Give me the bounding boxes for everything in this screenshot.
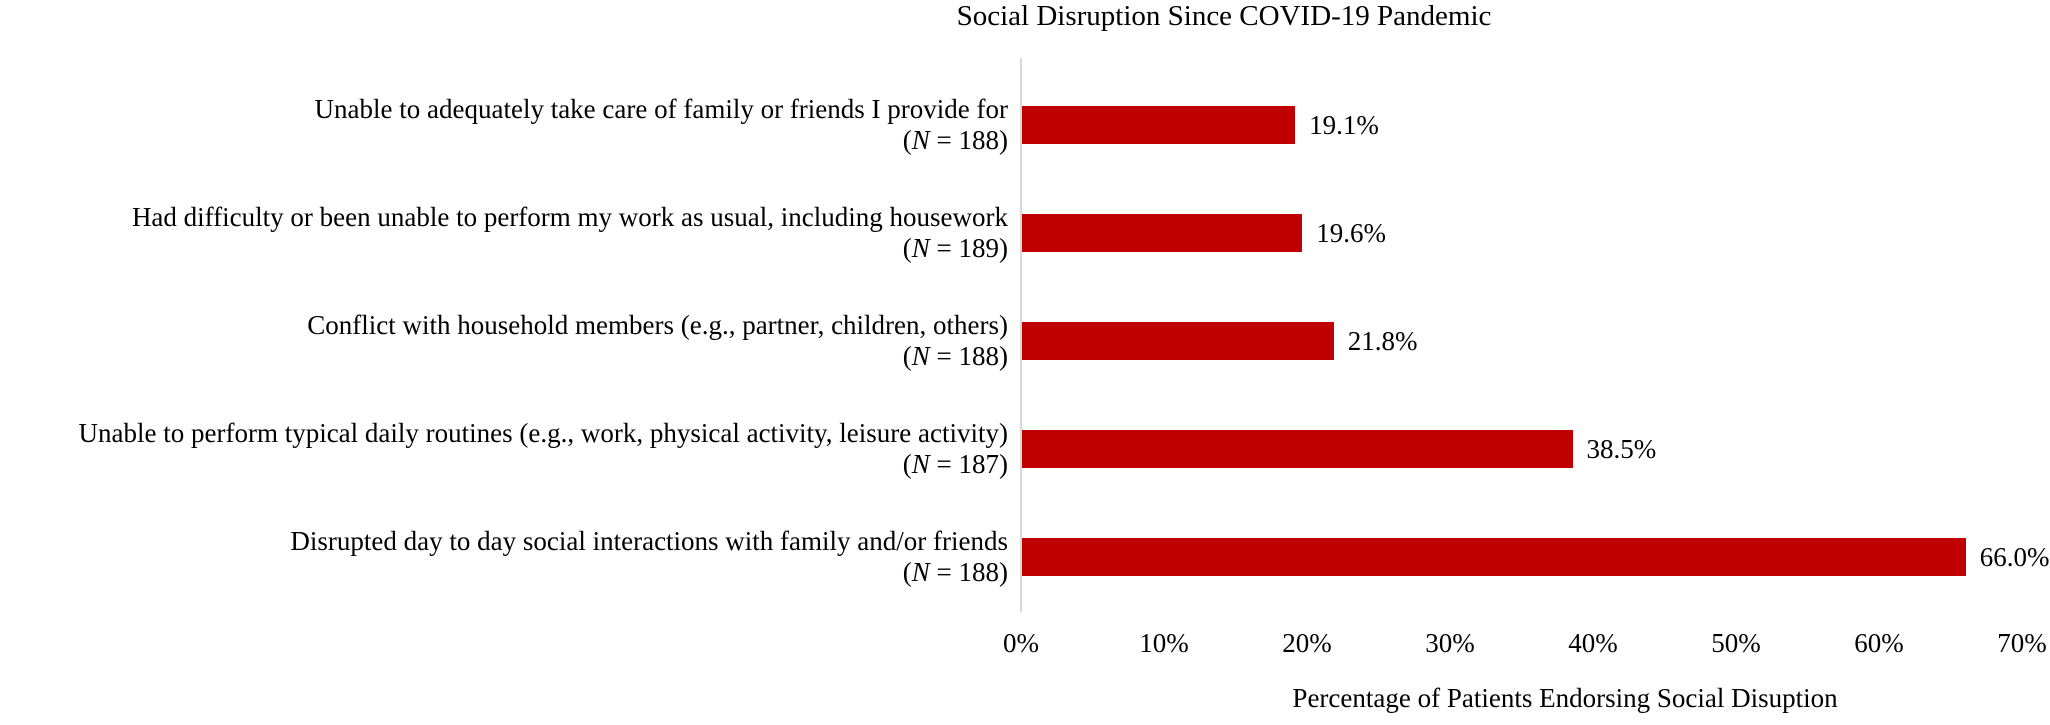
- x-tick-label: 0%: [1003, 628, 1039, 658]
- x-tick-label: 40%: [1568, 628, 1618, 658]
- chart-title: Social Disruption Since COVID-19 Pandemi…: [956, 0, 1492, 32]
- x-axis-title: Percentage of Patients Endorsing Social …: [1292, 683, 1838, 713]
- category-n-label: (N = 188): [902, 125, 1008, 155]
- value-label: 66.0%: [1979, 542, 2050, 572]
- category-n-label: (N = 187): [902, 449, 1008, 479]
- category-axis-line: [1020, 58, 1022, 612]
- category-label-text: Disrupted day to day social interactions…: [290, 526, 1008, 556]
- x-tick-label: 50%: [1711, 628, 1761, 658]
- bar: [1022, 538, 1966, 576]
- category-label-text: Unable to perform typical daily routines…: [78, 418, 1008, 448]
- category-n-label: (N = 189): [902, 233, 1008, 263]
- bar: [1022, 430, 1573, 468]
- category-label: Disrupted day to day social interactions…: [0, 526, 1008, 588]
- category-label: Unable to perform typical daily routines…: [0, 418, 1008, 480]
- category-label: Had difficulty or been unable to perform…: [0, 202, 1008, 264]
- category-n-label: (N = 188): [902, 341, 1008, 371]
- category-label: Conflict with household members (e.g., p…: [0, 310, 1008, 372]
- category-label-text: Had difficulty or been unable to perform…: [131, 202, 1008, 232]
- value-label: 38.5%: [1586, 434, 1657, 464]
- x-tick-label: 70%: [1997, 628, 2047, 658]
- category-label: Unable to adequately take care of family…: [0, 94, 1008, 156]
- value-label: 21.8%: [1347, 326, 1418, 356]
- bar: [1022, 106, 1296, 144]
- x-tick-label: 30%: [1425, 628, 1475, 658]
- value-label: 19.1%: [1309, 110, 1379, 140]
- x-tick-label: 60%: [1854, 628, 1904, 658]
- category-label-text: Unable to adequately take care of family…: [314, 94, 1008, 124]
- x-tick-label: 20%: [1282, 628, 1332, 658]
- x-tick-label: 10%: [1139, 628, 1189, 658]
- category-label-text: Conflict with household members (e.g., p…: [307, 310, 1008, 340]
- category-n-label: (N = 188): [902, 557, 1008, 587]
- bar: [1022, 214, 1303, 252]
- bar: [1022, 322, 1334, 360]
- value-label: 19.6%: [1316, 218, 1387, 248]
